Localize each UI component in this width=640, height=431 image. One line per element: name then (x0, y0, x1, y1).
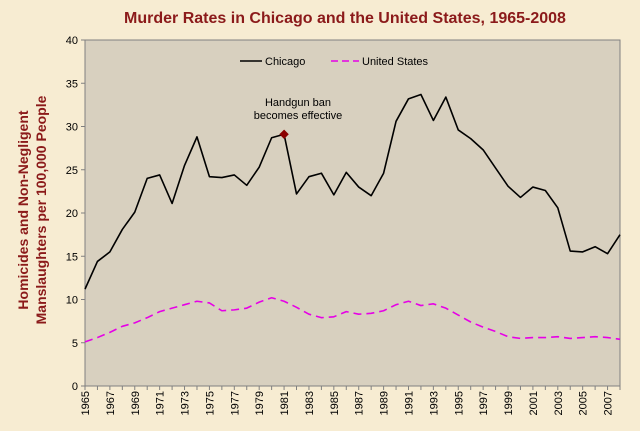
x-tick-label: 1981 (279, 391, 291, 415)
y-tick-label: 20 (66, 208, 78, 220)
y-tick-label: 35 (66, 78, 78, 90)
x-tick-label: 1979 (254, 391, 266, 415)
y-tick-label: 5 (72, 338, 78, 350)
x-tick-label: 2003 (553, 391, 565, 415)
legend-us-label: United States (362, 56, 429, 68)
legend: Chicago United States (240, 56, 429, 68)
x-tick-label: 1971 (155, 391, 167, 415)
annotation-line-2: becomes effective (254, 110, 342, 122)
x-tick-label: 1983 (304, 391, 316, 415)
x-tick-label: 1989 (379, 391, 391, 415)
y-tick-label: 15 (66, 251, 78, 263)
x-tick-label: 1995 (453, 391, 465, 415)
series-line-united-states (84, 296, 621, 343)
x-tick-label: 1991 (403, 391, 415, 415)
plot-area (84, 39, 621, 387)
x-tick-label: 1977 (229, 391, 241, 415)
x-tick-label: 1993 (428, 391, 440, 415)
y-tick-label: 10 (66, 295, 78, 307)
x-tick-label: 1985 (329, 391, 341, 415)
axes: 0 5 10 15 20 25 30 35 40 1965 1967 1969 1971 1973 1975… (66, 35, 621, 415)
y-tick-label: 30 (66, 122, 78, 134)
series-line-chicago (84, 93, 621, 290)
chart-title: Murder Rates in Chicago and the United S… (124, 10, 566, 27)
series-layer (84, 93, 621, 343)
x-tick-label: 1967 (105, 391, 117, 415)
handgun-ban-annotation: Handgun ban becomes effective (254, 97, 342, 139)
y-axis-label-line-2: Manslaughters per 100,000 People (33, 95, 49, 324)
y-axis-label-line-1: Homicides and Non-Negligent (15, 110, 31, 309)
x-tick-label: 2001 (528, 391, 540, 415)
x-tick-label: 1987 (354, 391, 366, 415)
x-tick-label: 1975 (204, 391, 216, 415)
x-tick-label: 1997 (478, 391, 490, 415)
x-tick-label: 1969 (130, 391, 142, 415)
y-tick-label: 40 (66, 35, 78, 47)
x-tick-label: 2007 (603, 391, 615, 415)
handgun-ban-marker (279, 129, 289, 139)
y-tick-label: 0 (72, 381, 78, 393)
x-tick-label: 1965 (80, 391, 92, 415)
x-tick-label: 2005 (578, 391, 590, 415)
y-axis-label: Homicides and Non-Negligent Manslaughter… (15, 95, 49, 324)
x-tick-label: 1973 (180, 391, 192, 415)
legend-chicago-label: Chicago (265, 56, 305, 68)
x-tick-label: 1999 (503, 391, 515, 415)
annotation-line-1: Handgun ban (265, 97, 331, 109)
y-tick-label: 25 (66, 165, 78, 177)
